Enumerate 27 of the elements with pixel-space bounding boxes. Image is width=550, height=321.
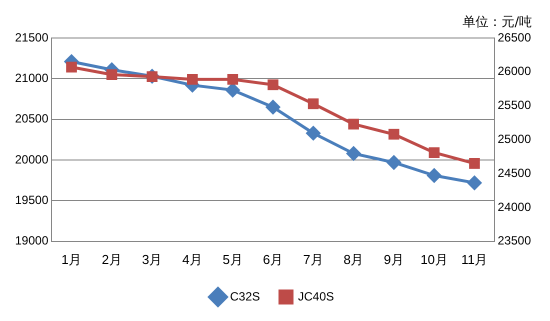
- y2-tick-label: 24500: [498, 166, 532, 180]
- y2-tick-label: 23500: [498, 234, 532, 248]
- legend-label: JC40S: [298, 289, 334, 304]
- x-tick-label: 1月: [61, 252, 82, 267]
- x-tick-label: 6月: [262, 252, 284, 267]
- y-tick-label: 19500: [14, 193, 49, 208]
- x-tick-label: 2月: [102, 252, 122, 267]
- y2-tick-label: 25500: [498, 98, 532, 112]
- y2-tick-label: 26500: [498, 30, 532, 44]
- legend-label: C32S: [230, 289, 260, 304]
- x-tick-label: 10月: [420, 252, 448, 267]
- y-tick-label: 21500: [14, 30, 49, 44]
- x-tick-label: 5月: [222, 252, 243, 267]
- y-tick-label: 20500: [14, 112, 49, 126]
- x-tick-label: 11月: [461, 252, 488, 267]
- x-tick-label: 9月: [384, 252, 404, 267]
- x-tick-label: 7月: [303, 252, 324, 267]
- x-tick-label: 4月: [182, 252, 203, 267]
- y2-tick-label: 26000: [498, 64, 532, 78]
- x-tick-label: 8月: [343, 252, 364, 267]
- y-tick-label: 21000: [14, 70, 49, 85]
- y2-tick-label: 24000: [498, 200, 532, 214]
- text: 单位：元/吨: [462, 14, 532, 30]
- y-tick-label: 20000: [14, 152, 49, 166]
- x-tick-label: 3月: [142, 252, 162, 267]
- y2-tick-label: 25000: [498, 132, 532, 146]
- y-tick-label: 19000: [14, 234, 49, 248]
